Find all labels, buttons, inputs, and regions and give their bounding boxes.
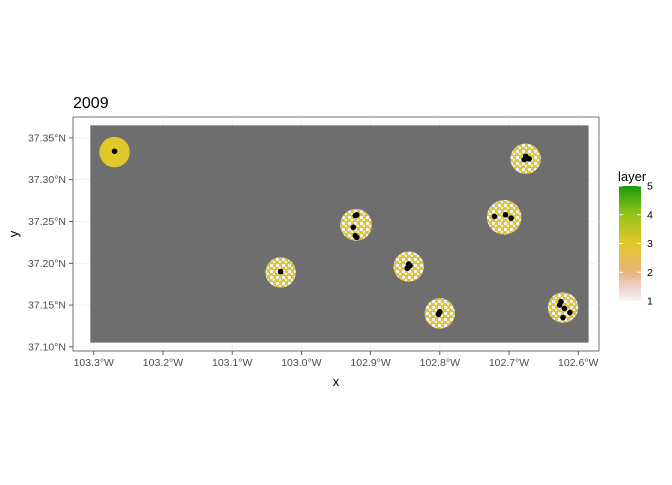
x-tick-label: 102.9°W (350, 357, 390, 369)
data-point (502, 211, 509, 218)
data-point (521, 156, 528, 163)
legend-ticks: 1 2 3 4 5 (619, 181, 653, 308)
y-tick-label: 37.35°N (28, 132, 66, 144)
legend: layer 1 2 3 4 5 (618, 169, 653, 308)
x-axis-label: x (333, 374, 340, 389)
data-point (491, 213, 498, 220)
points-layer (111, 148, 573, 321)
y-tick-label: 37.10°N (28, 341, 66, 353)
y-axis-label: y (6, 230, 21, 237)
data-point (560, 314, 566, 321)
legend-tick-label: 3 (647, 238, 653, 250)
y-axis: 37.10°N 37.15°N 37.20°N 37.25°N 37.30°N 37.35… (28, 132, 73, 353)
raster-buffer (340, 208, 372, 241)
legend-tick-label: 2 (647, 267, 653, 279)
data-point (561, 305, 568, 312)
x-tick-label: 103.2°W (143, 357, 183, 369)
data-point (352, 212, 359, 219)
chart-title: 2009 (73, 95, 109, 112)
data-point (567, 309, 573, 316)
raster-buffer (486, 199, 522, 235)
x-tick-label: 102.7°W (489, 357, 529, 369)
y-tick-label: 37.20°N (28, 258, 66, 270)
legend-tick-label: 5 (647, 181, 653, 193)
raster-layer (90, 125, 589, 343)
plot-panel (72, 116, 600, 352)
data-point (111, 148, 118, 155)
data-point (556, 302, 563, 308)
x-tick-label: 102.6°W (558, 357, 598, 369)
data-point (350, 224, 357, 231)
data-point (526, 155, 532, 162)
data-point (353, 234, 360, 241)
data-point (277, 268, 284, 275)
y-tick-label: 37.15°N (28, 300, 66, 312)
legend-colorbar (619, 186, 641, 301)
x-tick-label: 103.0°W (281, 357, 321, 369)
y-tick-label: 37.25°N (28, 216, 66, 228)
data-point (404, 265, 411, 272)
x-tick-label: 103.1°W (212, 357, 252, 369)
y-tick-label: 37.30°N (28, 174, 66, 186)
legend-tick-label: 1 (647, 296, 653, 308)
x-axis: 103.3°W 103.2°W 103.1°W 103.0°W 102.9°W 102.8… (74, 351, 599, 369)
x-tick-label: 103.3°W (74, 357, 114, 369)
data-point (508, 215, 514, 221)
x-tick-label: 102.8°W (420, 357, 460, 369)
data-point (435, 311, 442, 318)
legend-title: layer (618, 169, 647, 184)
legend-tick-label: 4 (647, 209, 653, 221)
